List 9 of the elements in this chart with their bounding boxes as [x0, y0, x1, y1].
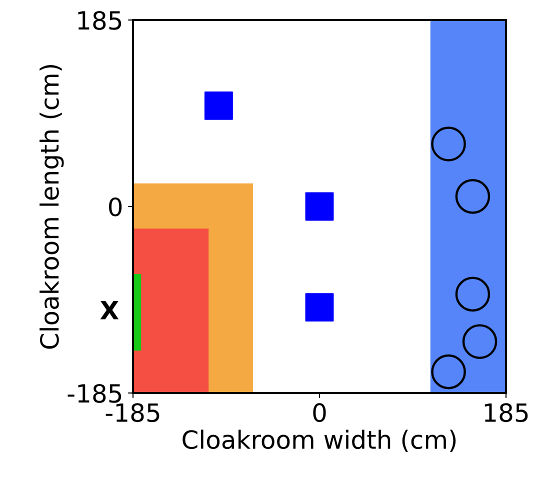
x-axis-title: Cloakroom width (cm) [182, 430, 456, 452]
annotation: X [100, 301, 119, 320]
y-tick-label: -185 [68, 384, 122, 403]
y-tick-label: 185 [78, 10, 122, 30]
x-tick-label: -185 [106, 403, 160, 422]
y-tick-label: 0 [109, 197, 122, 216]
x-tick-label: 0 [313, 403, 326, 422]
x-tick-label: 185 [484, 403, 528, 422]
y-axis-title: Cloakroom length (cm) [40, 64, 64, 349]
